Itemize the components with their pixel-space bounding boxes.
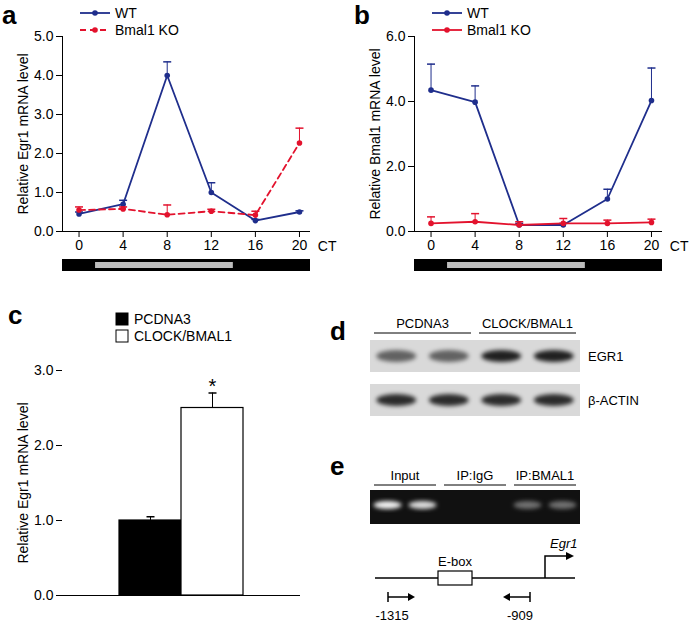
svg-text:3.0: 3.0 xyxy=(34,362,54,378)
svg-text:16: 16 xyxy=(248,237,264,253)
svg-text:4.0: 4.0 xyxy=(34,67,54,83)
html-text:Bmal1 KO: Bmal1 KO xyxy=(467,21,531,38)
svg-text:20: 20 xyxy=(292,237,308,253)
svg-text:0: 0 xyxy=(427,237,435,253)
svg-text:5.0: 5.0 xyxy=(34,28,54,44)
svg-text:PCDNA3: PCDNA3 xyxy=(396,316,449,331)
html-text:a: a xyxy=(2,0,17,30)
html-text:CLOCK/BMAL1: CLOCK/BMAL1 xyxy=(134,327,232,344)
svg-text:IP:IgG: IP:IgG xyxy=(457,468,494,483)
svg-text:2.0: 2.0 xyxy=(34,145,54,161)
svg-text:6.0: 6.0 xyxy=(386,28,406,44)
svg-text:Relative Egr1 mRNA level: Relative Egr1 mRNA level xyxy=(15,53,31,214)
svg-text:4.0: 4.0 xyxy=(386,93,406,109)
svg-text:Egr1: Egr1 xyxy=(550,536,577,551)
svg-text:EGR1: EGR1 xyxy=(588,349,623,364)
svg-text:0.0: 0.0 xyxy=(34,587,54,603)
html-text:PCDNA3: PCDNA3 xyxy=(134,310,191,327)
svg-text:12: 12 xyxy=(204,237,220,253)
svg-text:1.0: 1.0 xyxy=(34,184,54,200)
svg-text:2.0: 2.0 xyxy=(386,158,406,174)
html-text:Bmal1 KO: Bmal1 KO xyxy=(115,21,179,38)
svg-text:CLOCK/BMAL1: CLOCK/BMAL1 xyxy=(482,316,573,331)
html-text:c: c xyxy=(8,300,23,330)
html-text:b: b xyxy=(354,0,370,30)
svg-text:*: * xyxy=(209,375,217,397)
svg-text:-909: -909 xyxy=(507,608,533,623)
svg-text:Relative Egr1 mRNA level: Relative Egr1 mRNA level xyxy=(15,402,31,563)
svg-text:E-box: E-box xyxy=(438,554,472,569)
svg-text:0.0: 0.0 xyxy=(34,223,54,239)
html-text:WT: WT xyxy=(115,4,137,21)
svg-text:e: e xyxy=(330,451,344,481)
svg-text:0.0: 0.0 xyxy=(386,223,406,239)
svg-text:3.0: 3.0 xyxy=(34,106,54,122)
svg-text:8: 8 xyxy=(163,237,171,253)
svg-text:20: 20 xyxy=(644,237,660,253)
svg-text:12: 12 xyxy=(556,237,572,253)
svg-text:Input: Input xyxy=(391,468,420,483)
svg-text:β-ACTIN: β-ACTIN xyxy=(588,393,639,408)
svg-text:IP:BMAL1: IP:BMAL1 xyxy=(516,468,575,483)
svg-text:CT: CT xyxy=(670,238,689,254)
svg-text:CT: CT xyxy=(318,238,337,254)
svg-text:d: d xyxy=(330,316,346,346)
svg-text:0: 0 xyxy=(75,237,83,253)
svg-text:4: 4 xyxy=(119,237,127,253)
svg-text:4: 4 xyxy=(471,237,479,253)
svg-text:8: 8 xyxy=(515,237,523,253)
svg-text:-1315: -1315 xyxy=(375,608,408,623)
svg-text:1.0: 1.0 xyxy=(34,512,54,528)
html-text:WT: WT xyxy=(467,4,489,21)
svg-text:Relative Bmal1 mRNA level: Relative Bmal1 mRNA level xyxy=(367,48,383,219)
svg-text:16: 16 xyxy=(600,237,616,253)
svg-text:2.0: 2.0 xyxy=(34,437,54,453)
